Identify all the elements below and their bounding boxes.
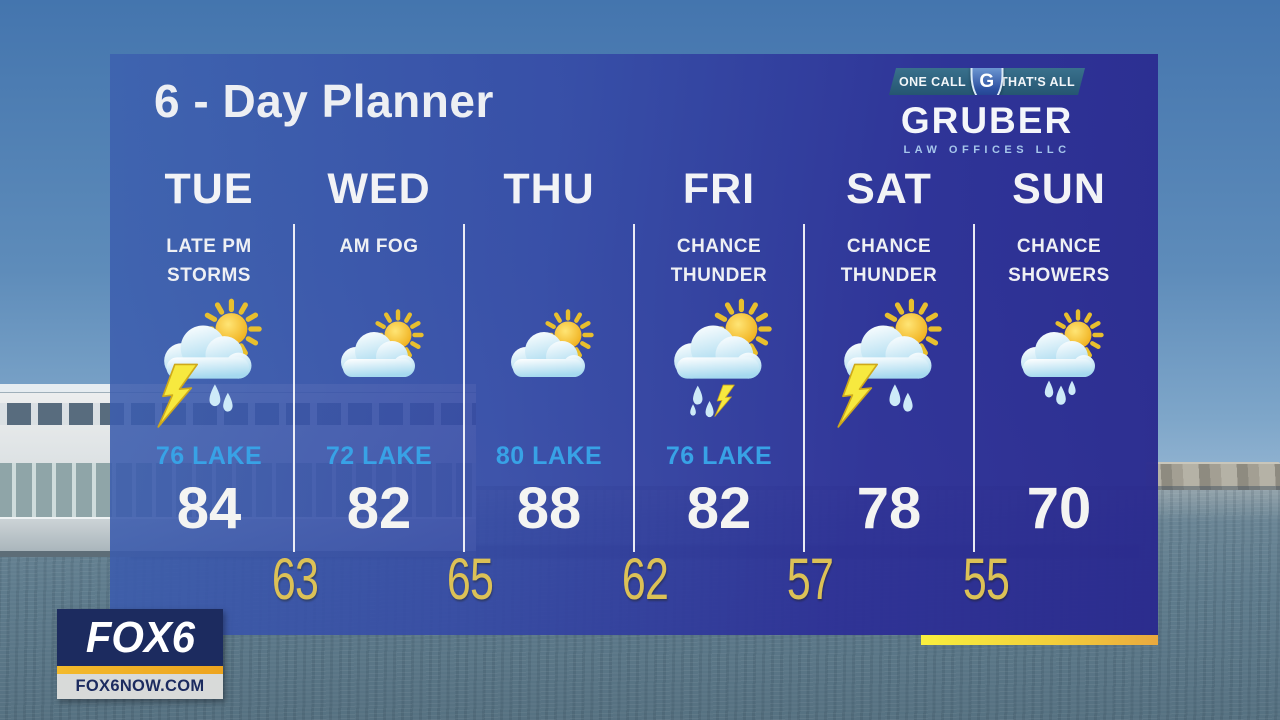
forecast-column-fri: FRI CHANCE THUNDER 76 LAKE 82 (634, 165, 804, 541)
forecast-column-sun: SUN CHANCE SHOWERS 70 (974, 165, 1144, 541)
partly-sunny-icon (464, 292, 634, 438)
condition-line2: THUNDER (670, 265, 768, 286)
condition-line1: CHANCE (676, 236, 762, 257)
six-day-planner-panel: 6 - Day Planner ONE CALL G THAT'S ALL GR… (110, 54, 1158, 635)
column-divider (463, 224, 465, 552)
fox6-logo-box: FOX6 (57, 609, 223, 666)
thunderstorm-sun-icon (804, 292, 974, 438)
lake-temp (974, 442, 1144, 473)
condition-text: CHANCE SHOWERS (974, 232, 1144, 292)
low-temp: 62 (621, 547, 669, 612)
high-temp: 84 (176, 476, 242, 541)
sponsor-tagline-right: THAT'S ALL (999, 74, 1075, 89)
condition-text: AM FOG (294, 232, 464, 292)
column-divider (293, 224, 295, 552)
sponsor-logo: ONE CALL G THAT'S ALL GRUBER LAW OFFICES… (889, 68, 1085, 156)
lake-temp: 76 LAKE (665, 442, 773, 470)
overnight-lows-row: 63 65 62 57 55 (110, 546, 1158, 612)
condition-line1: CHANCE (1016, 236, 1102, 257)
sponsor-tagline-ribbon: ONE CALL G THAT'S ALL (889, 68, 1085, 95)
lake-temp (804, 442, 974, 473)
high-temp: 82 (346, 476, 412, 541)
day-label: WED (327, 165, 431, 213)
sponsor-subtitle: LAW OFFICES LLC (903, 144, 1071, 156)
column-divider (633, 224, 635, 552)
day-label: THU (503, 165, 595, 213)
high-temp: 70 (1026, 476, 1092, 541)
high-temp: 82 (686, 476, 752, 541)
high-temp: 88 (516, 476, 582, 541)
low-temp: 57 (786, 547, 834, 612)
low-temp: 65 (446, 547, 494, 612)
condition-line1: LATE PM (166, 236, 252, 257)
condition-text: CHANCE THUNDER (804, 232, 974, 292)
forecast-column-thu: THU 80 LAKE 88 (464, 165, 634, 541)
low-temp: 63 (271, 547, 319, 612)
page-title: 6 - Day Planner (154, 75, 494, 127)
lake-temp: 76 LAKE (155, 442, 263, 470)
condition-text: CHANCE THUNDER (634, 232, 804, 292)
thunderstorm-sun-icon (124, 292, 294, 438)
shield-icon: G (971, 61, 1004, 103)
day-label: FRI (682, 165, 756, 213)
condition-text: LATE PM STORMS (124, 232, 294, 292)
station-logo: FOX6 FOX6NOW.COM (57, 609, 223, 699)
sponsor-tagline-left: ONE CALL (899, 74, 967, 89)
gold-stripe (57, 666, 223, 674)
partly-sunny-icon (294, 292, 464, 438)
forecast-column-sat: SAT CHANCE THUNDER 78 (804, 165, 974, 541)
condition-line2: SHOWERS (1008, 265, 1110, 286)
day-label: SAT (846, 165, 932, 213)
forecast-columns: TUE LATE PM STORMS 76 LAKE 84 WED AM FOG… (124, 165, 1144, 541)
gold-accent-bar (921, 635, 1158, 645)
day-label: TUE (164, 165, 254, 213)
column-divider (973, 224, 975, 552)
sponsor-name: GRUBER (900, 100, 1074, 141)
forecast-column-tue: TUE LATE PM STORMS 76 LAKE 84 (124, 165, 294, 541)
condition-line2: STORMS (167, 265, 251, 286)
condition-line1: AM FOG (339, 236, 419, 257)
column-divider (803, 224, 805, 552)
high-temp: 78 (856, 476, 922, 541)
condition-line1: CHANCE (846, 236, 932, 257)
condition-line2: THUNDER (840, 265, 938, 286)
forecast-column-wed: WED AM FOG 72 LAKE 82 (294, 165, 464, 541)
shield-letter: G (979, 71, 995, 92)
sun-showers-icon (974, 292, 1144, 438)
station-url: FOX6NOW.COM (57, 674, 223, 699)
fox6-wordmark: FOX6 (85, 612, 195, 662)
condition-text (464, 232, 634, 292)
lake-temp: 80 LAKE (495, 442, 603, 470)
day-label: SUN (1012, 165, 1106, 213)
lake-temp: 72 LAKE (325, 442, 433, 470)
rain-thunder-sun-icon (634, 292, 804, 438)
low-temp: 55 (962, 547, 1010, 612)
